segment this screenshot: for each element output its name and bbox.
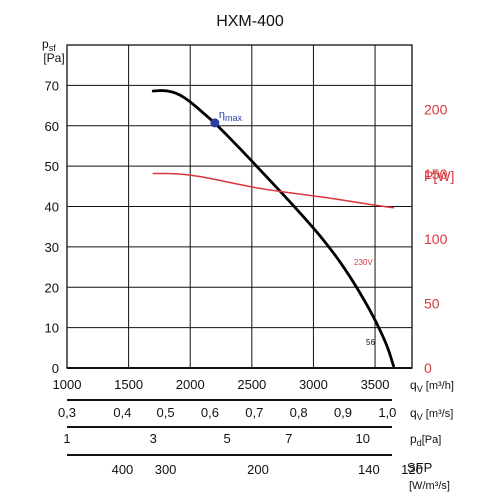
- y-axis-label: psf: [42, 37, 56, 53]
- secondary-scale-tick-label: 300: [155, 462, 177, 477]
- y2-axis-label: P[W]: [424, 168, 454, 184]
- x-axis-label: qV [m³/h]: [410, 378, 454, 394]
- x-tick-label: 2000: [176, 377, 205, 392]
- secondary-scale-tick-label: 1,0: [378, 405, 396, 420]
- secondary-scale-tick-label: 0,8: [290, 405, 308, 420]
- secondary-scale-tick-label: 400: [112, 462, 134, 477]
- secondary-scale-unit: qV [m³/s]: [410, 406, 453, 422]
- x-tick-label: 3000: [299, 377, 328, 392]
- y2-tick-label: 50: [424, 295, 440, 311]
- secondary-scale-tick-label: 10: [355, 431, 369, 446]
- y-tick-label: 30: [45, 240, 59, 255]
- power-curve-230v: [152, 172, 395, 209]
- secondary-scale-tick-label: 200: [247, 462, 269, 477]
- y-tick-label: 40: [45, 200, 59, 215]
- y-tick-label: 50: [45, 159, 59, 174]
- y2-tick-label: 0: [424, 360, 432, 376]
- y-tick-label: 10: [45, 321, 59, 336]
- secondary-scale-tick-label: 0,3: [58, 405, 76, 420]
- pressure-curve: [151, 89, 395, 368]
- secondary-scale-tick-label: 0,7: [245, 405, 263, 420]
- eta-max-label: ηmax: [219, 109, 243, 123]
- secondary-scale-tick-label: 120: [401, 462, 423, 477]
- y-tick-label: 60: [45, 119, 59, 134]
- x-tick-label: 3500: [361, 377, 390, 392]
- secondary-scale-tick-label: 5: [224, 431, 231, 446]
- eta-max-point: [210, 118, 220, 128]
- secondary-scale-tick-label: 1: [63, 431, 70, 446]
- y-tick-label: 70: [45, 78, 59, 93]
- sfp-unit-label: SFP: [407, 460, 432, 475]
- y2-tick-label: 200: [424, 102, 448, 118]
- secondary-scale-tick-label: 7: [285, 431, 292, 446]
- secondary-scale-unit: pd[Pa]: [410, 432, 441, 448]
- secondary-scale-tick-label: 0,4: [113, 405, 131, 420]
- x-tick-label: 1000: [53, 377, 82, 392]
- secondary-scale-tick-label: 0,9: [334, 405, 352, 420]
- secondary-scale-tick-label: 3: [150, 431, 157, 446]
- y-tick-label: 0: [52, 361, 59, 376]
- x-tick-label: 2500: [237, 377, 266, 392]
- curve-label-230v: 230V: [354, 258, 373, 267]
- y-axis-unit: [Pa]: [43, 51, 64, 65]
- y-tick-label: 20: [45, 280, 59, 295]
- chart-title: HXM-400: [216, 13, 284, 30]
- secondary-scale-tick-label: 0,6: [201, 405, 219, 420]
- secondary-scale-tick-label: 0,5: [157, 405, 175, 420]
- curve-label-56: 56: [366, 338, 375, 347]
- x-tick-label: 1500: [114, 377, 143, 392]
- secondary-scale-tick-label: 140: [358, 462, 380, 477]
- sfp-unit-suffix: [W/m³/s]: [409, 480, 450, 492]
- y2-tick-label: 100: [424, 231, 448, 247]
- y2-tick-label: 150: [424, 166, 448, 182]
